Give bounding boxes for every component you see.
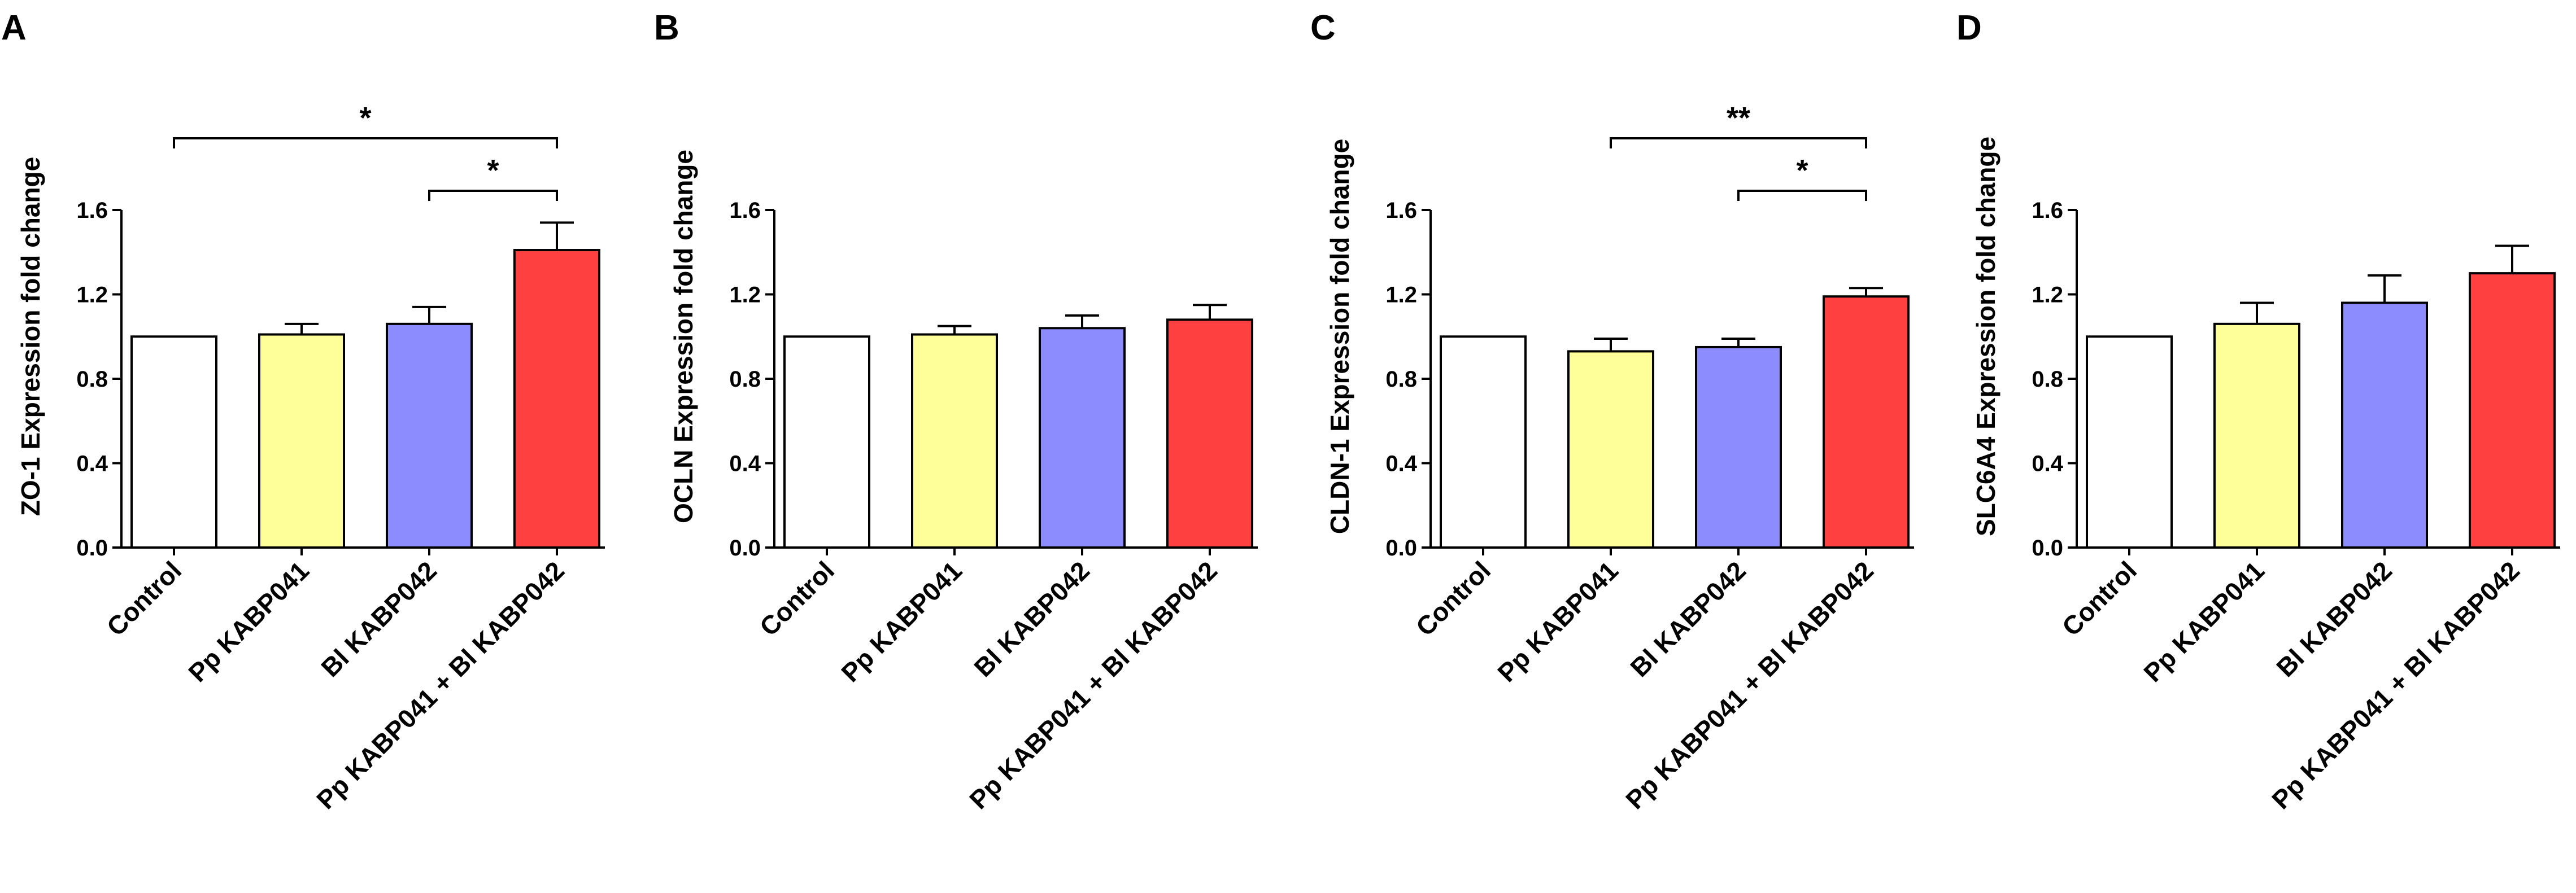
category-label: Control — [2056, 555, 2142, 641]
bar — [1567, 350, 1654, 549]
bar — [130, 335, 217, 549]
category-label: Pp KABP041 — [1492, 555, 1624, 688]
significance-label: * — [487, 154, 499, 187]
bar — [258, 333, 345, 549]
panel-b: B 0.0 0.4 0.8 1.2 1.6 OCLN Expression fold cha… — [654, 8, 1258, 815]
y-tick-label: 1.2 — [2032, 283, 2063, 308]
y-tick-label: 0.4 — [1385, 452, 1417, 476]
panel-d: D 0.0 0.4 0.8 1.2 1.6 SLC6A4 Expression fold c… — [1956, 8, 2560, 815]
category-label: Pp KABP041 + Bl KABP042 — [311, 555, 570, 815]
y-tick-label: 0.8 — [76, 367, 108, 392]
bar — [1695, 345, 1782, 549]
y-tick-label: 0.8 — [729, 367, 761, 392]
significance-label: ** — [1727, 101, 1750, 135]
category-label: Pp KABP041 + Bl KABP042 — [964, 555, 1223, 815]
category-label: Pp KABP041 + Bl KABP042 — [1620, 555, 1879, 815]
significance-bracket — [1610, 137, 1867, 148]
bar — [2213, 322, 2300, 549]
panel-a: A 0.0 0.4 0.8 1.2 1.6 ZO-1 Expression fold cha… — [1, 8, 605, 815]
bar — [2341, 301, 2428, 549]
significance-bracket — [173, 137, 558, 148]
bar — [1166, 318, 1253, 549]
y-tick-label: 1.6 — [2032, 198, 2063, 223]
significance-bracket — [1737, 190, 1867, 201]
y-axis-title: CLDN-1 Expression fold change — [1325, 139, 1354, 534]
category-label: Bl KABP042 — [968, 555, 1095, 682]
category-label: Pp KABP041 — [182, 555, 315, 688]
y-tick-label: 1.2 — [729, 283, 761, 308]
panel-letter: A — [1, 8, 27, 47]
bar — [386, 322, 473, 549]
y-tick-label: 0.0 — [2032, 536, 2063, 561]
category-label: Pp KABP041 — [835, 555, 967, 688]
panel-letter: C — [1310, 8, 1336, 47]
significance-bracket — [428, 190, 558, 201]
y-tick-label: 1.6 — [1385, 198, 1417, 223]
bar — [2469, 272, 2556, 549]
bar — [1039, 327, 1126, 549]
category-label: Bl KABP042 — [2270, 555, 2398, 682]
bar — [2086, 335, 2173, 549]
category-label: Control — [1410, 555, 1496, 641]
panel-letter: B — [654, 8, 679, 47]
y-tick-label: 0.0 — [1385, 536, 1417, 561]
category-label: Pp KABP041 — [2138, 555, 2270, 688]
bar — [911, 333, 998, 549]
y-tick-label: 1.2 — [1385, 283, 1417, 308]
y-tick-label: 0.8 — [1385, 367, 1417, 392]
significance-label: * — [1796, 154, 1808, 187]
category-label: Control — [754, 555, 840, 641]
bar — [1823, 295, 1910, 549]
y-tick-label: 0.0 — [76, 536, 108, 561]
bar — [513, 249, 600, 549]
y-tick-label: 0.4 — [2032, 452, 2063, 476]
y-axis-title: ZO-1 Expression fold change — [16, 157, 45, 516]
y-tick-label: 0.4 — [729, 452, 761, 476]
y-axis-title: OCLN Expression fold change — [669, 150, 698, 523]
y-tick-label: 0.8 — [2032, 367, 2063, 392]
panel-letter: D — [1956, 8, 1982, 47]
category-label: Bl KABP042 — [1624, 555, 1751, 682]
significance-label: * — [359, 101, 371, 135]
y-tick-label: 1.6 — [76, 198, 108, 223]
category-label: Bl KABP042 — [315, 555, 442, 682]
y-tick-label: 0.4 — [76, 452, 108, 476]
y-tick-label: 0.0 — [729, 536, 761, 561]
category-label: Pp KABP041 + Bl KABP042 — [2266, 555, 2525, 815]
category-label: Control — [101, 555, 187, 641]
panel-c: C 0.0 0.4 0.8 1.2 1.6 CLDN-1 Expression fold c… — [1310, 8, 1914, 815]
y-tick-label: 1.2 — [76, 283, 108, 308]
bar — [783, 335, 870, 549]
y-tick-label: 1.6 — [729, 198, 761, 223]
bar — [1440, 335, 1527, 549]
y-axis-title: SLC6A4 Expression fold change — [1971, 137, 2000, 536]
